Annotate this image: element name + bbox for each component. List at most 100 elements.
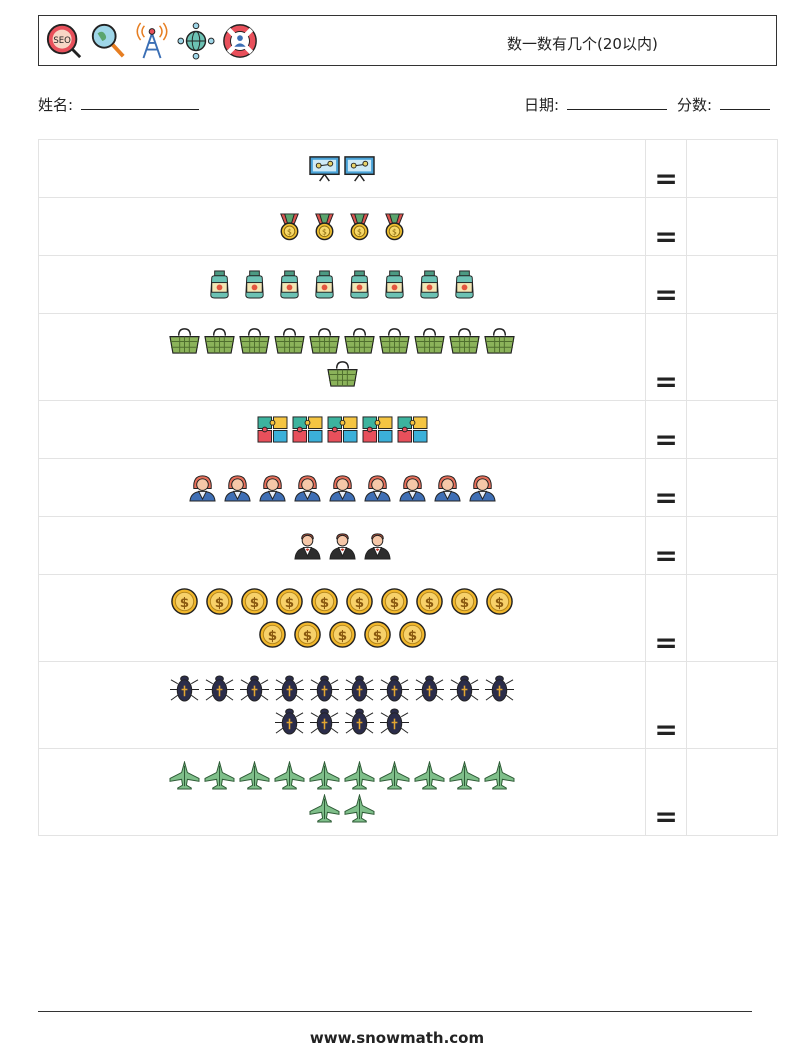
medal-icon: [308, 212, 341, 241]
answer-cell[interactable]: [686, 748, 778, 836]
jet-icon: [448, 761, 481, 790]
score-field: 分数:: [677, 94, 770, 115]
picture-line: [39, 674, 645, 703]
coin-icon: [378, 587, 411, 616]
answer-cell[interactable]: [686, 400, 778, 459]
jet-icon: [483, 761, 516, 790]
beetle-icon: [168, 674, 201, 703]
presentation-board-icon: [343, 154, 376, 183]
answer-cell[interactable]: [686, 516, 778, 575]
picture-line: [39, 531, 645, 560]
picture-cell: [37, 574, 647, 662]
picture-line: [39, 620, 645, 649]
coin-icon: [203, 587, 236, 616]
puzzle-icon: [291, 415, 324, 444]
table-row: =: [37, 197, 778, 256]
basket-icon: [483, 326, 516, 355]
jar-icon: [308, 270, 341, 299]
answer-cell[interactable]: [686, 661, 778, 749]
answer-cell[interactable]: [686, 255, 778, 314]
coin-icon: [308, 587, 341, 616]
beetle-icon: [238, 674, 271, 703]
table-row: =: [37, 748, 778, 836]
score-blank[interactable]: [719, 95, 770, 110]
picture-cell: [37, 197, 647, 256]
jar-icon: [273, 270, 306, 299]
picture-line: [39, 415, 645, 444]
puzzle-icon: [326, 415, 359, 444]
woman-avatar-icon: [221, 473, 254, 502]
coin-icon: [413, 587, 446, 616]
table-row: =: [37, 458, 778, 517]
basket-icon: [168, 326, 201, 355]
beetle-icon: [203, 674, 236, 703]
beetle-icon: [378, 707, 411, 736]
antenna-tower-icon: [136, 22, 168, 59]
woman-avatar-icon: [186, 473, 219, 502]
worksheet-title: 数一数有几个(20以内): [507, 35, 658, 53]
equals-sign: =: [645, 516, 688, 575]
name-blank[interactable]: [80, 95, 199, 110]
medal-icon: [343, 212, 376, 241]
picture-cell: [37, 516, 647, 575]
answer-cell[interactable]: [686, 197, 778, 256]
picture-line: [39, 154, 645, 183]
woman-avatar-icon: [256, 473, 289, 502]
picture-line: [39, 473, 645, 502]
answer-cell[interactable]: [686, 313, 778, 401]
basket-icon: [203, 326, 236, 355]
table-row: =: [37, 661, 778, 749]
picture-line: [39, 794, 645, 823]
medal-icon: [378, 212, 411, 241]
picture-cell: [37, 139, 647, 198]
coin-icon: [396, 620, 429, 649]
answer-cell[interactable]: [686, 574, 778, 662]
beetle-icon: [483, 674, 516, 703]
jar-icon: [413, 270, 446, 299]
score-label: 分数:: [677, 96, 713, 114]
equals-sign: =: [645, 458, 688, 517]
waiter-icon: [291, 531, 324, 560]
table-row: =: [37, 516, 778, 575]
picture-line: [39, 212, 645, 241]
picture-cell: [37, 748, 647, 836]
picture-line: [39, 326, 645, 355]
beetle-icon: [378, 674, 411, 703]
answer-cell[interactable]: [686, 458, 778, 517]
worksheet-header: SEO 数一数有几个(20以内): [38, 15, 777, 66]
answer-cell[interactable]: [686, 139, 778, 198]
beetle-icon: [308, 707, 341, 736]
presentation-board-icon: [308, 154, 341, 183]
name-field: 姓名:: [38, 94, 199, 115]
date-blank[interactable]: [566, 95, 667, 110]
coin-icon: [238, 587, 271, 616]
date-label: 日期:: [524, 96, 560, 114]
equals-sign: =: [645, 313, 688, 401]
woman-avatar-icon: [361, 473, 394, 502]
basket-icon: [343, 326, 376, 355]
beetle-icon: [273, 674, 306, 703]
woman-avatar-icon: [396, 473, 429, 502]
jar-icon: [203, 270, 236, 299]
name-label: 姓名:: [38, 96, 74, 114]
network-globe-icon: [177, 22, 215, 60]
counting-table: = = = = = = = = = =: [37, 139, 778, 836]
basket-icon: [308, 326, 341, 355]
equals-sign: =: [645, 255, 688, 314]
equals-sign: =: [645, 400, 688, 459]
picture-cell: [37, 313, 647, 401]
basket-icon: [378, 326, 411, 355]
equals-sign: =: [645, 197, 688, 256]
jet-icon: [308, 794, 341, 823]
jar-icon: [343, 270, 376, 299]
table-row: =: [37, 139, 778, 198]
table-row: =: [37, 574, 778, 662]
coin-icon: [291, 620, 324, 649]
counting-rows: = = = = = = = = = =: [37, 139, 778, 836]
picture-cell: [37, 458, 647, 517]
footer-divider: [38, 1011, 752, 1012]
medal-icon: [273, 212, 306, 241]
lifebuoy-user-icon: [223, 24, 257, 58]
search-globe-icon: [91, 23, 125, 58]
equals-sign: =: [645, 574, 688, 662]
